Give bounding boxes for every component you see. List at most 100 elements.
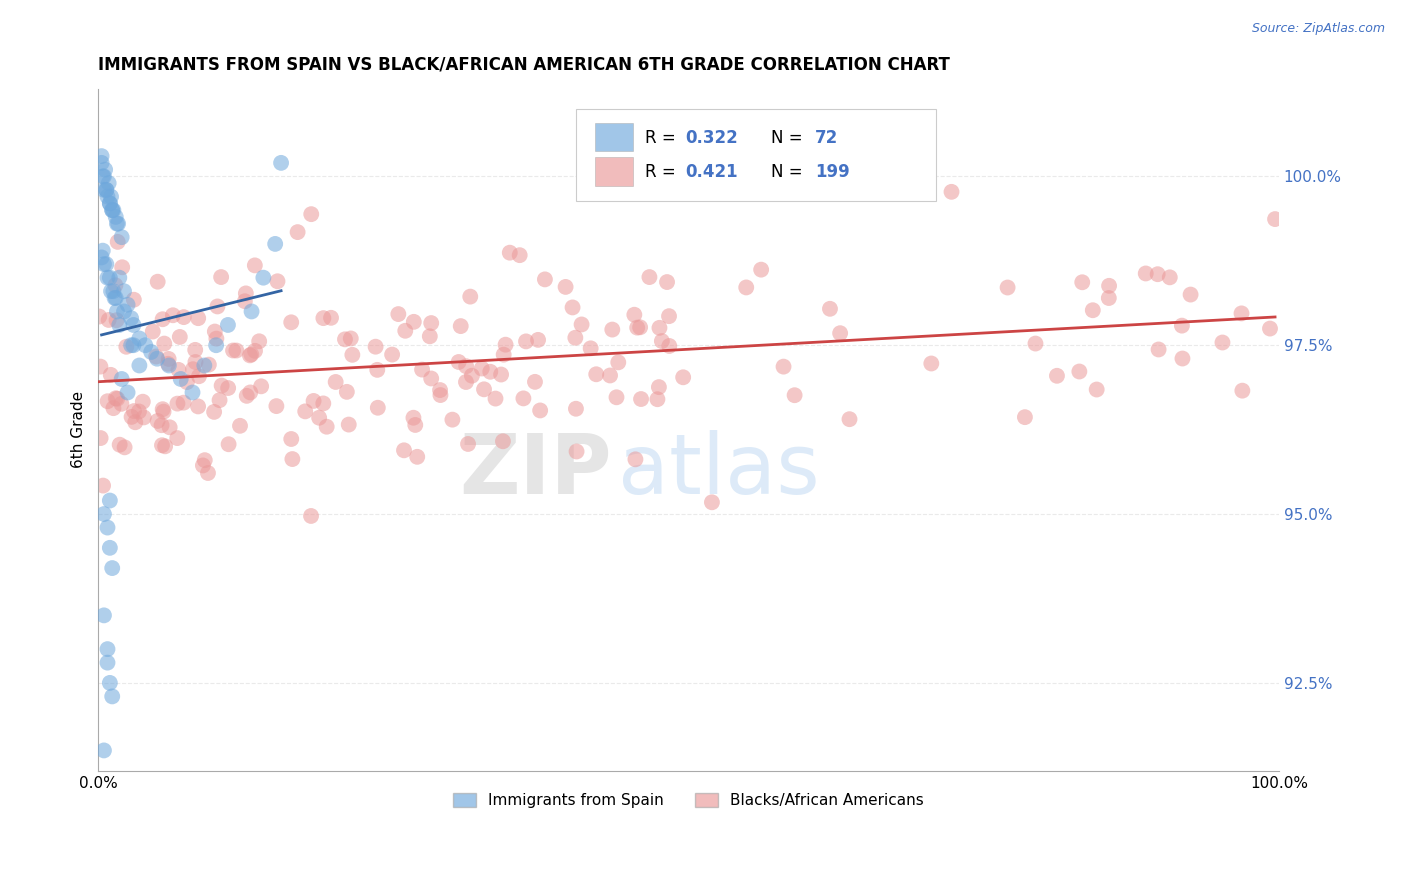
Point: [450, 319, 472, 334]
Point: [364, 340, 387, 354]
Point: [315, 419, 337, 434]
Point: [93, 169, 115, 184]
Point: [441, 412, 464, 426]
Point: [117, 385, 139, 400]
Y-axis label: 6th Grade: 6th Grade: [72, 391, 86, 468]
Point: [166, 396, 188, 410]
Point: [146, 414, 169, 428]
Point: [94, 162, 117, 177]
Point: [302, 393, 325, 408]
Point: [117, 298, 139, 312]
Point: [515, 334, 537, 349]
Point: [105, 217, 128, 231]
Point: [173, 395, 195, 409]
Point: [145, 350, 167, 364]
Point: [93, 507, 115, 521]
Point: [471, 361, 494, 376]
Point: [419, 329, 441, 343]
Point: [564, 331, 586, 345]
Text: IMMIGRANTS FROM SPAIN VS BLACK/AFRICAN AMERICAN 6TH GRADE CORRELATION CHART: IMMIGRANTS FROM SPAIN VS BLACK/AFRICAN A…: [98, 55, 950, 73]
Point: [105, 304, 128, 318]
Point: [100, 368, 122, 382]
Point: [366, 363, 388, 377]
Point: [91, 169, 114, 184]
Point: [162, 308, 184, 322]
Point: [98, 196, 121, 211]
Point: [225, 343, 247, 358]
Point: [187, 311, 209, 326]
Point: [96, 183, 118, 197]
Point: [308, 410, 330, 425]
Point: [239, 348, 262, 362]
Point: [104, 278, 127, 293]
Point: [623, 308, 645, 322]
FancyBboxPatch shape: [576, 109, 936, 201]
Point: [235, 389, 257, 403]
Point: [600, 322, 623, 336]
FancyBboxPatch shape: [595, 157, 633, 186]
Point: [599, 368, 621, 383]
Point: [229, 418, 252, 433]
Point: [997, 280, 1019, 294]
Point: [512, 392, 534, 406]
Point: [1069, 364, 1091, 378]
Point: [1085, 383, 1108, 397]
Point: [104, 291, 127, 305]
Point: [447, 355, 470, 369]
Point: [239, 385, 262, 400]
Point: [89, 359, 111, 374]
Point: [336, 384, 359, 399]
Point: [270, 156, 292, 170]
Point: [90, 156, 112, 170]
Point: [188, 369, 211, 384]
Point: [211, 378, 233, 392]
Point: [250, 379, 273, 393]
Point: [217, 381, 239, 395]
Point: [499, 245, 522, 260]
Point: [394, 324, 416, 338]
Point: [607, 355, 630, 369]
Point: [1232, 384, 1254, 398]
Point: [104, 392, 127, 406]
Point: [1014, 410, 1036, 425]
Point: [173, 310, 195, 325]
Point: [152, 404, 174, 418]
Point: [90, 431, 112, 445]
Point: [132, 410, 155, 425]
Point: [1211, 335, 1233, 350]
Point: [112, 304, 135, 318]
Point: [280, 315, 302, 329]
Point: [509, 248, 531, 262]
Point: [1258, 321, 1281, 335]
Point: [495, 337, 517, 351]
Point: [107, 235, 129, 249]
Point: [153, 439, 176, 453]
Point: [735, 280, 758, 294]
Point: [96, 257, 118, 271]
Point: [98, 270, 121, 285]
Point: [146, 275, 169, 289]
Point: [157, 351, 180, 366]
Point: [1135, 267, 1157, 281]
Point: [339, 331, 361, 345]
Point: [571, 318, 593, 332]
Text: 199: 199: [815, 163, 849, 181]
Point: [672, 370, 695, 384]
Point: [184, 343, 207, 357]
Point: [648, 321, 671, 335]
Point: [197, 466, 219, 480]
Point: [1098, 291, 1121, 305]
Point: [252, 270, 274, 285]
Point: [124, 415, 146, 429]
Point: [101, 203, 124, 218]
Point: [93, 608, 115, 623]
Point: [1264, 212, 1286, 227]
Point: [209, 270, 232, 285]
Point: [100, 189, 122, 203]
Legend: Immigrants from Spain, Blacks/African Americans: Immigrants from Spain, Blacks/African Am…: [447, 787, 929, 814]
Point: [103, 401, 125, 416]
Text: R =: R =: [645, 163, 681, 181]
Point: [529, 403, 551, 417]
Point: [479, 365, 502, 379]
Point: [420, 371, 443, 385]
